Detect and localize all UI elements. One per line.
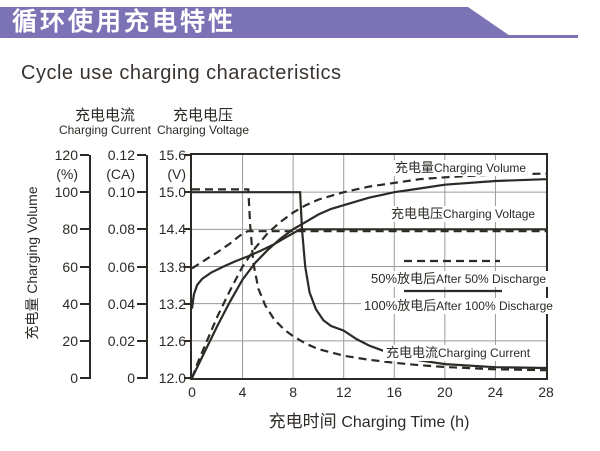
x-tick-label: 24 xyxy=(487,384,504,400)
voltage-axis-header-zh: 充电电压 xyxy=(172,107,233,124)
y-tick-label-current: 0.10 xyxy=(107,184,135,201)
series-charging-current-after-100-discharge xyxy=(192,191,546,370)
y-tick-label-current: 0.08 xyxy=(107,221,135,238)
series-charging-voltage-after-100-discharge xyxy=(192,228,546,309)
y-axis-unit-volume: (%) xyxy=(56,166,78,182)
y-tick-label-current: 0.02 xyxy=(107,332,135,349)
y-tick-label-voltage: 12.0 xyxy=(158,370,186,386)
plot-area: 充电量Charging Volume 充电电压Charging Voltage … xyxy=(190,153,556,380)
y-tick-mark-voltage xyxy=(184,302,192,305)
y-tick-mark-voltage xyxy=(184,377,192,379)
curve-label-charging-voltage: 充电电压Charging Voltage xyxy=(388,206,539,222)
section-banner-rule xyxy=(498,35,578,38)
x-tick-label: 0 xyxy=(188,384,196,400)
y-tick-mark-voltage xyxy=(184,265,192,268)
y-tick-mark-voltage xyxy=(184,228,192,231)
y-axis-unit-current: (CA) xyxy=(106,166,135,182)
y-tick-label-current: 0.12 xyxy=(107,147,135,163)
y-tick-mark-volume xyxy=(80,302,89,305)
y-axis-bracket-current xyxy=(146,155,148,379)
y-tick-mark-current xyxy=(137,265,146,268)
y-tick-mark-voltage xyxy=(184,154,192,156)
y-tick-label-voltage: 12.6 xyxy=(158,332,186,349)
curve-label-charging-volume: 充电量Charging Volume xyxy=(392,160,530,176)
y-tick-label-volume: 60 xyxy=(62,258,78,275)
y-tick-label-current: 0.06 xyxy=(107,258,135,275)
series-charging-voltage-after-50-discharge xyxy=(192,230,546,270)
legend-label-100-discharge: 100%放电后After 100% Discharge xyxy=(361,298,556,314)
curve-label-charging-current: 充电电流Charging Current xyxy=(383,345,534,361)
volume-axis-label-en: Charging Volume xyxy=(24,186,40,294)
section-title-en: Cycle use charging characteristics xyxy=(21,62,342,84)
curve-label-charging-current-en: Charging Current xyxy=(438,346,531,360)
legend-label-100-discharge-en: After 100% Discharge xyxy=(436,299,553,313)
y-tick-label-volume: 120 xyxy=(54,147,78,163)
legend-label-100-discharge-zh: 100%放电后 xyxy=(364,298,437,313)
y-tick-mark-current xyxy=(137,191,146,194)
x-tick-label: 20 xyxy=(437,384,453,400)
y-tick-label-current: 0 xyxy=(127,370,135,386)
x-tick-label: 28 xyxy=(538,384,554,400)
y-tick-mark-volume xyxy=(80,228,89,231)
series-charging-current-after-50-discharge xyxy=(192,188,546,372)
x-tick-label: 4 xyxy=(238,384,247,400)
y-tick-label-voltage: 15.6 xyxy=(158,147,186,163)
y-tick-label-voltage: 14.4 xyxy=(158,221,186,238)
y-tick-mark-volume xyxy=(80,339,89,342)
y-tick-label-volume: 20 xyxy=(62,332,78,349)
current-axis-header-en: Charging Current xyxy=(58,123,152,137)
y-tick-mark-volume xyxy=(80,191,89,194)
y-tick-mark-current xyxy=(137,154,146,156)
x-axis-title-en: Charging Time (h) xyxy=(341,414,470,431)
section-banner xyxy=(0,7,513,38)
y-axis-bracket-volume xyxy=(89,155,91,379)
legend-label-50-discharge-zh: 50%放电后 xyxy=(371,271,437,286)
y-tick-mark-volume xyxy=(80,154,89,156)
y-tick-label-volume: 100 xyxy=(54,184,78,201)
current-axis-header-zh: 充电电流 xyxy=(74,107,135,124)
y-tick-mark-voltage xyxy=(184,339,192,342)
y-tick-mark-current xyxy=(137,377,146,379)
section-title-zh: 循环使用充电特性 xyxy=(12,8,237,36)
x-axis-title-zh: 充电时间 xyxy=(268,412,337,431)
y-tick-label-voltage: 13.2 xyxy=(158,295,186,312)
y-tick-mark-current xyxy=(137,302,146,305)
y-tick-label-volume: 40 xyxy=(62,295,78,312)
legend-label-50-discharge: 50%放电后After 50% Discharge xyxy=(368,271,550,287)
y-tick-mark-volume xyxy=(80,265,89,268)
y-tick-label-voltage: 15.0 xyxy=(158,184,186,201)
y-tick-mark-volume xyxy=(80,377,89,379)
curve-label-charging-volume-en: Charging Volume xyxy=(434,161,527,175)
y-tick-label-volume: 80 xyxy=(62,221,78,238)
x-tick-label: 12 xyxy=(335,384,352,400)
voltage-axis-header-en: Charging Voltage xyxy=(156,123,250,137)
x-axis-title: 充电时间 Charging Time (h) xyxy=(219,407,519,432)
curve-label-charging-voltage-zh: 充电电压 xyxy=(391,206,444,221)
curve-label-charging-volume-zh: 充电量 xyxy=(395,160,435,175)
series-charging-volume-after-100-discharge xyxy=(192,178,546,378)
y-tick-label-voltage: 13.8 xyxy=(158,258,186,275)
x-tick-label: 8 xyxy=(289,384,298,400)
y-tick-label-current: 0.04 xyxy=(107,295,135,312)
legend-label-50-discharge-en: After 50% Discharge xyxy=(436,272,547,286)
y-tick-label-volume: 0 xyxy=(70,370,78,386)
y-tick-mark-current xyxy=(137,339,146,342)
y-axis-unit-voltage: (V) xyxy=(167,166,186,182)
curve-label-charging-current-zh: 充电电流 xyxy=(386,345,439,360)
x-tick-label: 16 xyxy=(386,384,403,400)
y-tick-mark-current xyxy=(137,228,146,231)
y-tick-mark-voltage xyxy=(184,191,192,194)
series-charging-volume-after-50-discharge xyxy=(192,172,546,378)
curve-label-charging-voltage-en: Charging Voltage xyxy=(443,207,536,221)
